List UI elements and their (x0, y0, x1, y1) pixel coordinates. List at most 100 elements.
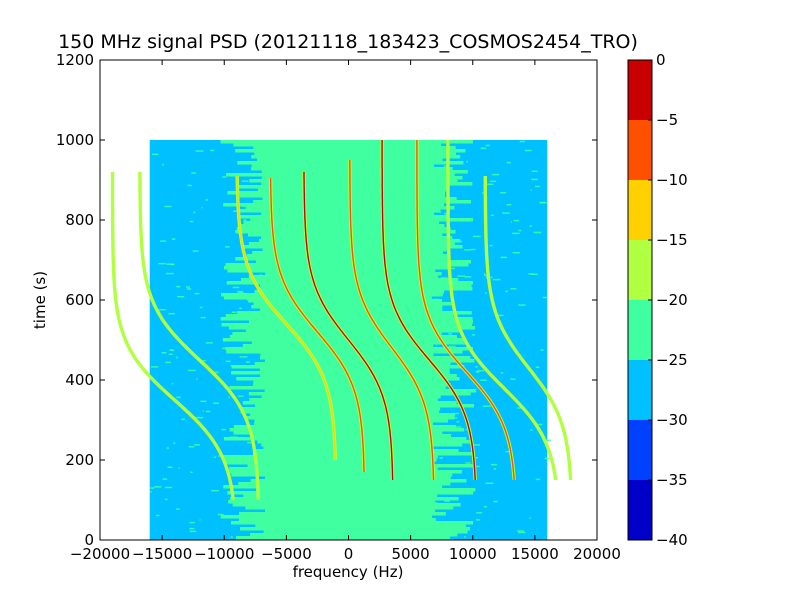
noise-speck (243, 219, 247, 221)
noise-speck (230, 436, 238, 438)
noise-speck (506, 161, 511, 164)
noise-speck (212, 371, 219, 374)
noise-band-row (220, 317, 473, 321)
noise-speck (386, 446, 390, 448)
noise-band-row (229, 470, 462, 474)
noise-speck (346, 517, 348, 520)
noise-speck (448, 267, 456, 270)
noise-band-row (261, 170, 468, 174)
noise-speck (427, 504, 432, 506)
colorbar-tick-label: −25 (656, 351, 688, 369)
noise-speck (524, 149, 532, 152)
noise-speck (232, 286, 240, 289)
noise-speck (346, 525, 350, 527)
colorbar-tick-label: −15 (656, 231, 688, 249)
noise-speck (154, 486, 162, 488)
y-tick-label: 600 (65, 291, 94, 309)
trace-4 (302, 172, 395, 480)
noise-band-row (260, 284, 472, 288)
noise-speck (357, 205, 364, 208)
trace-core (484, 176, 572, 481)
noise-speck (201, 206, 203, 209)
noise-speck (394, 240, 397, 242)
noise-band-row (237, 185, 447, 189)
noise-speck (310, 288, 312, 291)
noise-speck (506, 204, 512, 206)
noise-band-row (242, 407, 441, 411)
noise-band-row (263, 446, 433, 450)
noise-speck (448, 345, 456, 348)
noise-speck (500, 191, 506, 194)
noise-band-row (232, 332, 442, 336)
noise-speck (196, 378, 198, 380)
noise-speck (271, 528, 278, 531)
noise-speck (307, 373, 315, 375)
noise-band-row (251, 305, 443, 309)
noise-speck (403, 503, 407, 506)
noise-speck (427, 206, 431, 209)
noise-speck (492, 278, 501, 281)
noise-band-row (249, 398, 438, 402)
noise-speck (244, 220, 247, 223)
noise-speck (486, 183, 494, 186)
colorbar-tick-label: −10 (656, 171, 688, 189)
noise-speck (190, 471, 193, 474)
noise-speck (192, 250, 199, 252)
noise-band-row (229, 335, 457, 339)
noise-band-row (260, 374, 457, 378)
noise-speck (399, 198, 407, 201)
noise-speck (304, 461, 306, 464)
heatmap (110, 140, 573, 540)
trace-core (416, 140, 515, 481)
noise-speck (384, 239, 387, 242)
noise-speck (225, 246, 230, 248)
noise-speck (195, 416, 204, 419)
noise-speck (381, 371, 388, 374)
noise-speck (200, 316, 206, 319)
noise-speck (231, 311, 237, 314)
noise-speck (199, 306, 203, 309)
noise-speck (456, 240, 462, 243)
noise-speck (195, 150, 204, 152)
noise-speck (228, 396, 230, 399)
y-tick-label: 200 (65, 451, 94, 469)
noise-band-row (264, 359, 475, 363)
noise-band-row (231, 521, 474, 525)
noise-band-row (228, 500, 436, 504)
noise-speck (405, 386, 412, 389)
noise-speck (222, 176, 227, 178)
noise-speck (327, 319, 334, 321)
noise-speck (276, 371, 284, 373)
noise-speck (241, 180, 249, 182)
noise-speck (311, 396, 320, 399)
noise-speck (531, 178, 538, 181)
noise-speck (493, 500, 499, 503)
noise-speck (401, 297, 404, 300)
noise-speck (286, 459, 293, 462)
noise-speck (529, 225, 532, 227)
x-tick-label: 20000 (573, 545, 621, 563)
noise-band-row (259, 239, 461, 243)
x-axis-label: frequency (Hz) (293, 563, 404, 581)
noise-speck (483, 272, 486, 275)
noise-speck (528, 273, 534, 275)
noise-speck (533, 231, 542, 234)
noise-speck (246, 299, 249, 301)
noise-speck (364, 488, 370, 491)
noise-speck (165, 272, 174, 275)
noise-band-row (248, 299, 443, 303)
trace-3 (268, 178, 366, 472)
noise-speck (305, 457, 313, 460)
noise-speck (310, 303, 315, 305)
noise-band-row (251, 341, 464, 345)
noise-speck (188, 369, 196, 372)
noise-band-row (249, 179, 458, 183)
noise-speck (305, 221, 312, 224)
noise-speck (393, 319, 402, 321)
noise-band-row (228, 326, 476, 330)
noise-band-row (260, 353, 434, 357)
noise-speck (425, 305, 433, 308)
noise-band-row (223, 203, 444, 207)
noise-speck (164, 205, 172, 208)
noise-speck (255, 149, 259, 152)
